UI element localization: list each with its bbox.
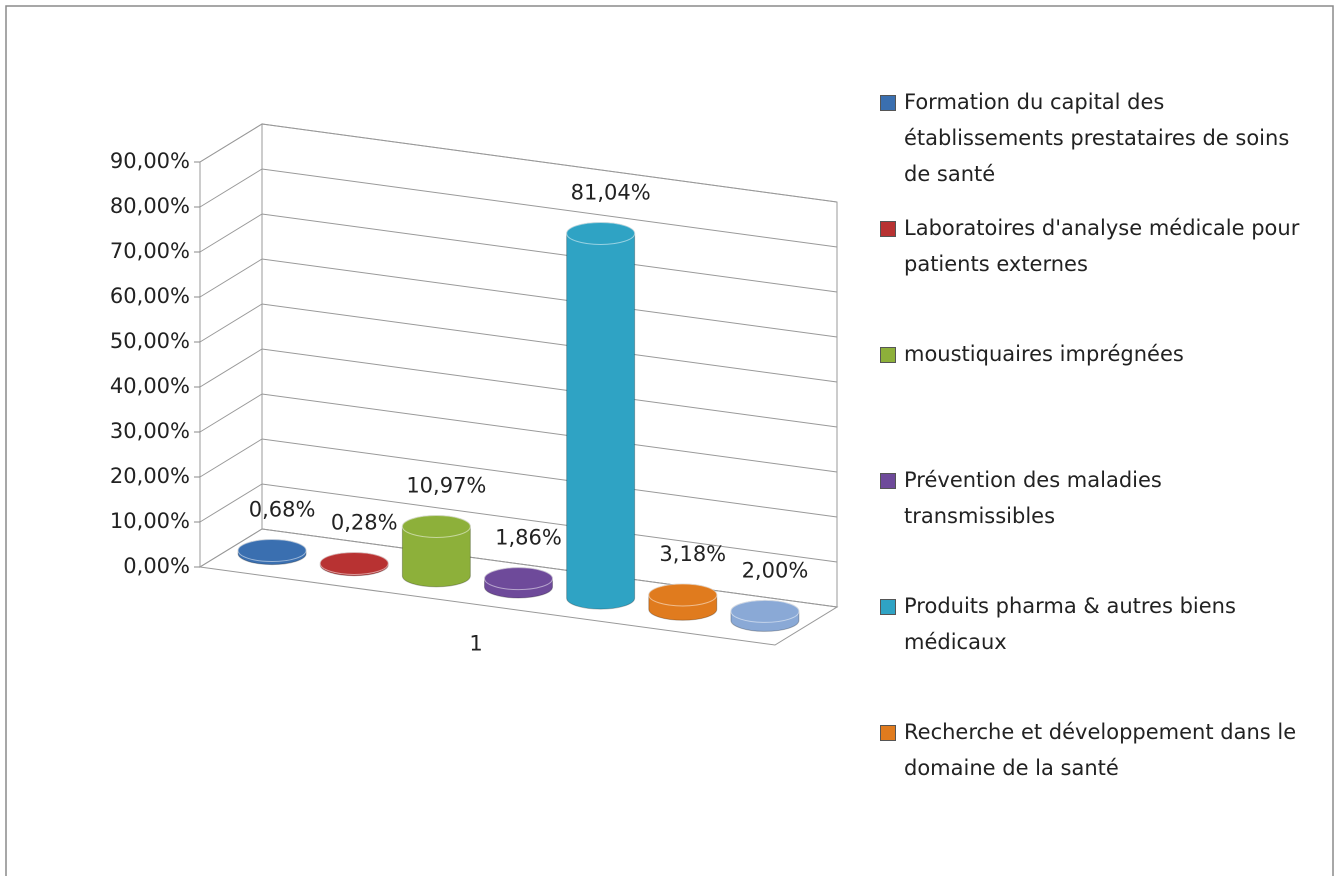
grid-line [199,528,838,608]
value-label: 1,86% [495,526,562,550]
legend-item: Produits pharma & autres biens médicaux [880,588,1310,714]
bar [566,221,636,610]
legend-label: Produits pharma & autres biens médicaux [904,594,1236,654]
y-tick-label: 80,00% [110,194,190,218]
bar-top [484,567,553,591]
legend-item: Recherche et développement dans le domai… [880,714,1310,840]
y-tick-label: 40,00% [110,374,190,398]
legend-swatch [880,347,896,363]
legend-label: Laboratoires d'analyse médicale pour pat… [904,216,1300,276]
legend-label: Formation du capital des établissements … [904,90,1290,186]
legend-swatch [880,221,896,237]
grid-line [199,483,838,563]
y-tick-label: 10,00% [110,509,190,533]
legend-swatch [880,599,896,615]
value-label: 3,18% [659,542,726,566]
grid-line [199,348,838,428]
grid-line [199,168,838,248]
y-tick-label: 0,00% [123,554,190,578]
legend-item: Laboratoires d'analyse médicale pour pat… [880,210,1310,336]
grid-line [199,303,838,383]
legend-label: Recherche et développement dans le domai… [904,720,1297,780]
legend-label: Prévention des maladies transmissibles [904,468,1162,528]
grid-line [199,213,838,293]
grid-line [199,258,838,338]
bar-top [566,221,636,245]
value-label: 0,28% [331,510,398,534]
y-tick-label: 90,00% [110,149,190,173]
bar-top [237,539,307,563]
y-tick-label: 30,00% [110,419,190,443]
legend-label: moustiquaires imprégnées [904,342,1184,366]
grid-line [199,393,838,473]
x-tick-label: 1 [469,631,482,655]
value-label: 2,00% [742,558,809,582]
value-label: 0,68% [249,498,316,522]
y-tick-label: 70,00% [110,239,190,263]
legend-swatch [880,473,896,489]
legend-item: moustiquaires imprégnées [880,336,1310,462]
plot: 0,00% 10,00% 20,00% 30,00% 40,00% 50,00% 60,00… [110,123,839,655]
legend-swatch [880,725,896,741]
bar-top [730,599,800,623]
y-tick-label: 20,00% [110,464,190,488]
bar-top [401,514,471,538]
value-label: 81,04% [571,180,651,204]
y-tick-label: 60,00% [110,284,190,308]
value-label: 10,97% [406,473,486,497]
y-tick-label: 50,00% [110,329,190,353]
bar-top [648,583,718,607]
grid-line [199,123,838,203]
legend-swatch [880,95,896,111]
legend: Formation du capital des établissements … [880,84,1310,840]
bar-top [319,551,389,575]
legend-item: Formation du capital des établissements … [880,84,1310,210]
grid-line [199,438,838,518]
legend-item: Prévention des maladies transmissibles [880,462,1310,588]
